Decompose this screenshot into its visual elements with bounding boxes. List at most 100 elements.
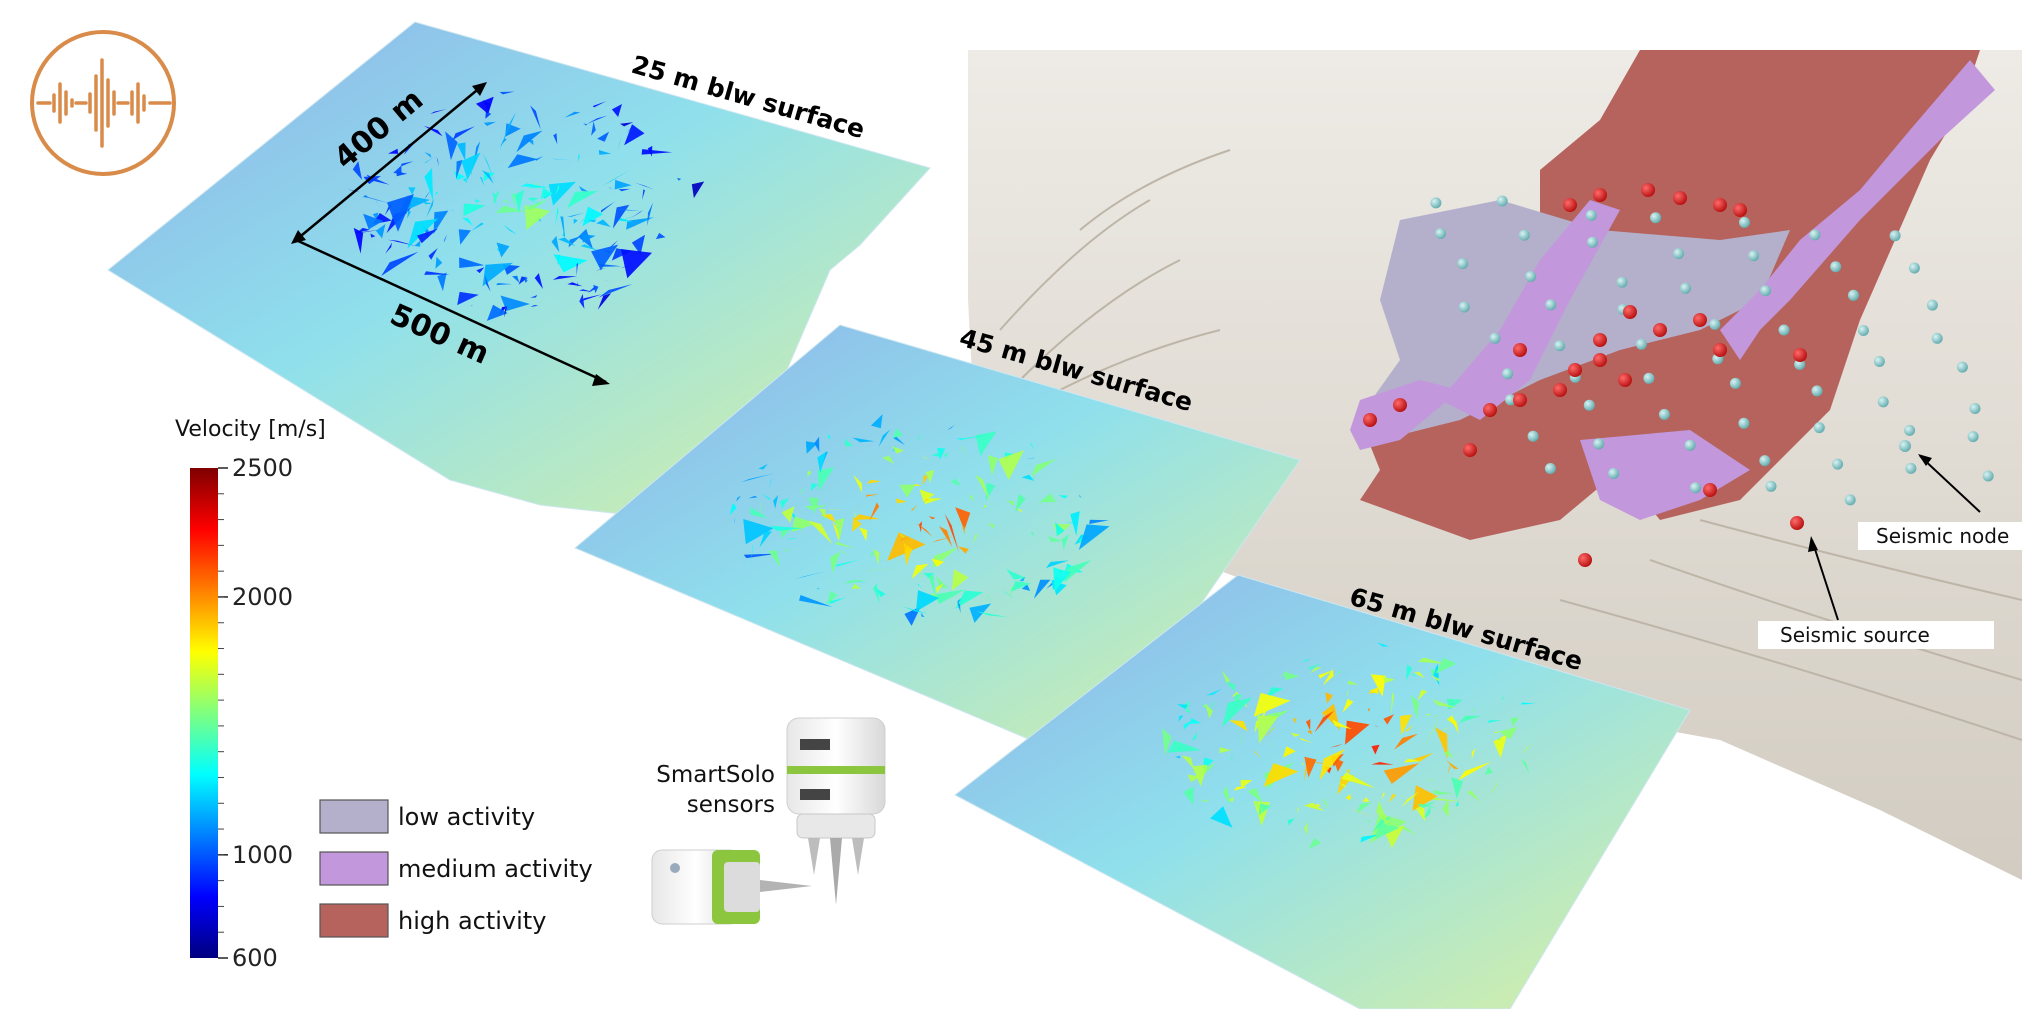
velocity-cell xyxy=(1240,779,1253,789)
seismic-source xyxy=(1623,305,1637,319)
velocity-cell xyxy=(1501,696,1505,701)
velocity-cell xyxy=(445,131,458,161)
velocity-cell xyxy=(424,168,434,201)
velocity-cell xyxy=(1490,780,1498,798)
velocity-cell xyxy=(1247,787,1263,803)
velocity-cell xyxy=(641,149,673,155)
velocity-cell xyxy=(601,201,615,213)
velocity-cell xyxy=(522,198,549,210)
velocity-cell xyxy=(957,434,991,440)
velocity-cell xyxy=(1033,579,1051,599)
velocity-cell xyxy=(1219,747,1232,754)
velocity-cell xyxy=(844,438,854,447)
node-callout: Seismic node xyxy=(1858,454,2022,550)
velocity-cell xyxy=(558,237,576,247)
velocity-cell xyxy=(1332,719,1353,730)
velocity-cell xyxy=(931,558,945,567)
velocity-cell xyxy=(425,156,435,164)
velocity-cell xyxy=(642,189,645,200)
velocity-cell xyxy=(534,273,543,289)
velocity-cell xyxy=(1239,730,1243,750)
colorbar-tick-label: 2500 xyxy=(232,454,293,482)
velocity-cell xyxy=(597,131,610,142)
velocity-cell xyxy=(919,489,935,502)
velocity-cell xyxy=(408,187,416,195)
terrain-points xyxy=(1363,183,1994,567)
velocity-cell xyxy=(1430,675,1440,682)
velocity-cell xyxy=(593,284,599,294)
velocity-cell xyxy=(1371,744,1380,755)
velocity-cell xyxy=(973,534,978,544)
velocity-cell xyxy=(800,487,805,497)
velocity-cell xyxy=(1325,692,1333,704)
velocity-cell xyxy=(437,272,447,292)
velocity-cell xyxy=(1167,740,1202,753)
velocity-cell xyxy=(1079,537,1082,545)
seismic-node xyxy=(1458,301,1470,313)
velocity-cell xyxy=(426,198,434,218)
velocity-cell xyxy=(578,289,593,292)
velocity-cell xyxy=(1432,790,1454,795)
velocity-cell xyxy=(857,581,868,584)
seismic-node xyxy=(1899,440,1911,452)
velocity-cell xyxy=(363,195,370,198)
velocity-cell xyxy=(503,224,517,235)
velocity-cell xyxy=(567,282,583,287)
velocity-cell xyxy=(1015,494,1026,513)
velocity-cell xyxy=(1432,797,1463,802)
velocity-cell xyxy=(985,594,993,600)
velocity-cell xyxy=(614,179,632,190)
velocity-cell xyxy=(482,262,513,287)
velocity-cell xyxy=(899,536,911,542)
seismic-source xyxy=(1653,323,1667,337)
velocity-cell xyxy=(799,595,833,607)
seismic-source xyxy=(1593,188,1607,202)
velocity-cell xyxy=(831,576,834,587)
velocity-cell xyxy=(1070,511,1080,536)
velocity-cell xyxy=(915,522,933,537)
velocity-cell xyxy=(1263,724,1279,738)
upright-sensor xyxy=(786,717,886,905)
velocity-cell xyxy=(581,234,596,243)
velocity-cell xyxy=(936,583,944,594)
seismic-node xyxy=(1848,289,1859,301)
velocity-cell xyxy=(1377,642,1390,647)
velocity-cell xyxy=(1192,764,1208,787)
velocity-cell xyxy=(827,435,831,440)
seismic-source xyxy=(1593,353,1607,367)
velocity-cell xyxy=(832,521,840,541)
seismic-node xyxy=(1635,338,1647,350)
seismic-node xyxy=(1505,394,1516,406)
velocity-cell xyxy=(1388,793,1396,803)
logo xyxy=(30,30,176,176)
velocity-cell xyxy=(769,525,803,531)
velocity-cell xyxy=(847,444,848,453)
velocity-cell xyxy=(835,559,860,567)
velocity-cell xyxy=(1304,821,1308,836)
velocity-cell xyxy=(481,170,494,184)
velocity-cell xyxy=(676,177,682,181)
velocity-cell xyxy=(1446,760,1459,769)
velocity-cell xyxy=(1435,657,1457,674)
velocity-cell xyxy=(818,508,826,519)
logo-ring xyxy=(30,30,176,176)
seismic-node xyxy=(1525,271,1537,282)
velocity-cell xyxy=(1383,714,1394,725)
velocity-cell xyxy=(474,199,481,203)
velocity-cell xyxy=(1064,560,1092,583)
velocity-cell xyxy=(499,112,517,151)
velocity-cell xyxy=(902,606,928,614)
seismic-node xyxy=(1739,216,1750,228)
velocity-cell xyxy=(1447,763,1451,774)
velocity-cell xyxy=(1045,560,1069,569)
velocity-cell xyxy=(811,483,818,491)
velocity-cell xyxy=(1058,495,1069,499)
seismic-node xyxy=(1690,482,1701,494)
velocity-cell xyxy=(496,283,512,286)
seismic-node xyxy=(1684,439,1696,451)
velocity-cell xyxy=(835,541,855,549)
velocity-cell xyxy=(462,177,467,183)
velocity-cell xyxy=(1231,752,1233,762)
velocity-cell xyxy=(400,161,414,167)
seismic-node xyxy=(1931,332,1943,344)
